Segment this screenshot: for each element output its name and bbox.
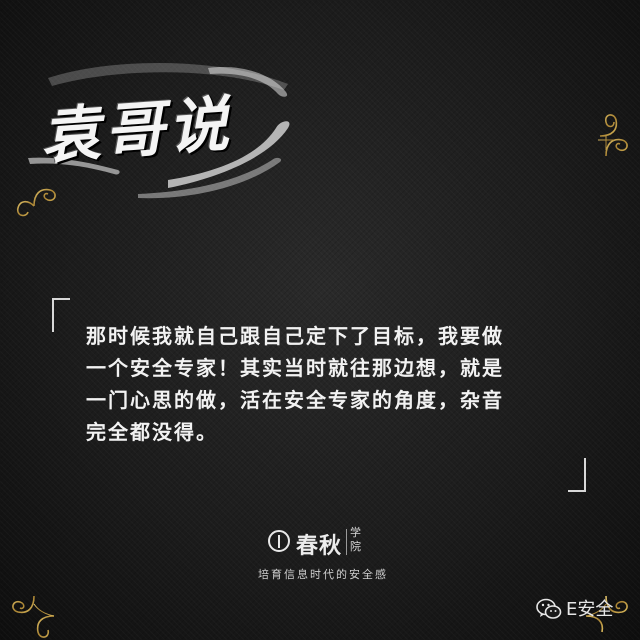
brand-divider: [346, 529, 347, 555]
brand-sub: 学 院: [350, 526, 362, 554]
brand-sub-char-2: 院: [350, 540, 361, 553]
logo-text: 袁哥说: [38, 89, 235, 173]
quote-line-2: 一个安全专家！其实当时就往那边想，就是: [86, 356, 504, 380]
brush-stroke: [28, 62, 290, 199]
quote-line-4: 完全都没得。: [86, 420, 218, 444]
close-bracket: [568, 458, 586, 492]
quote-line-3: 一门心思的做，活在安全专家的角度，杂音: [86, 388, 504, 412]
brand-name: 春秋: [296, 534, 343, 559]
brand-slogan: 培育信息时代的安全感: [258, 568, 388, 581]
brand-sub-char-1: 学: [350, 526, 361, 539]
watermark-text: E安全: [566, 599, 614, 620]
open-bracket: [52, 298, 70, 332]
chunqiu-logo-icon: [268, 530, 290, 552]
wechat-icon: [536, 598, 562, 619]
yuan-ge-shuo-logo: 袁哥说: [18, 38, 308, 208]
quote-line-1: 那时候我就自己跟自己定下了目标，我要做: [86, 324, 504, 348]
quote-text: 那时候我就自己跟自己定下了目标，我要做 一个安全专家！其实当时就往那边想，就是 …: [86, 320, 586, 448]
